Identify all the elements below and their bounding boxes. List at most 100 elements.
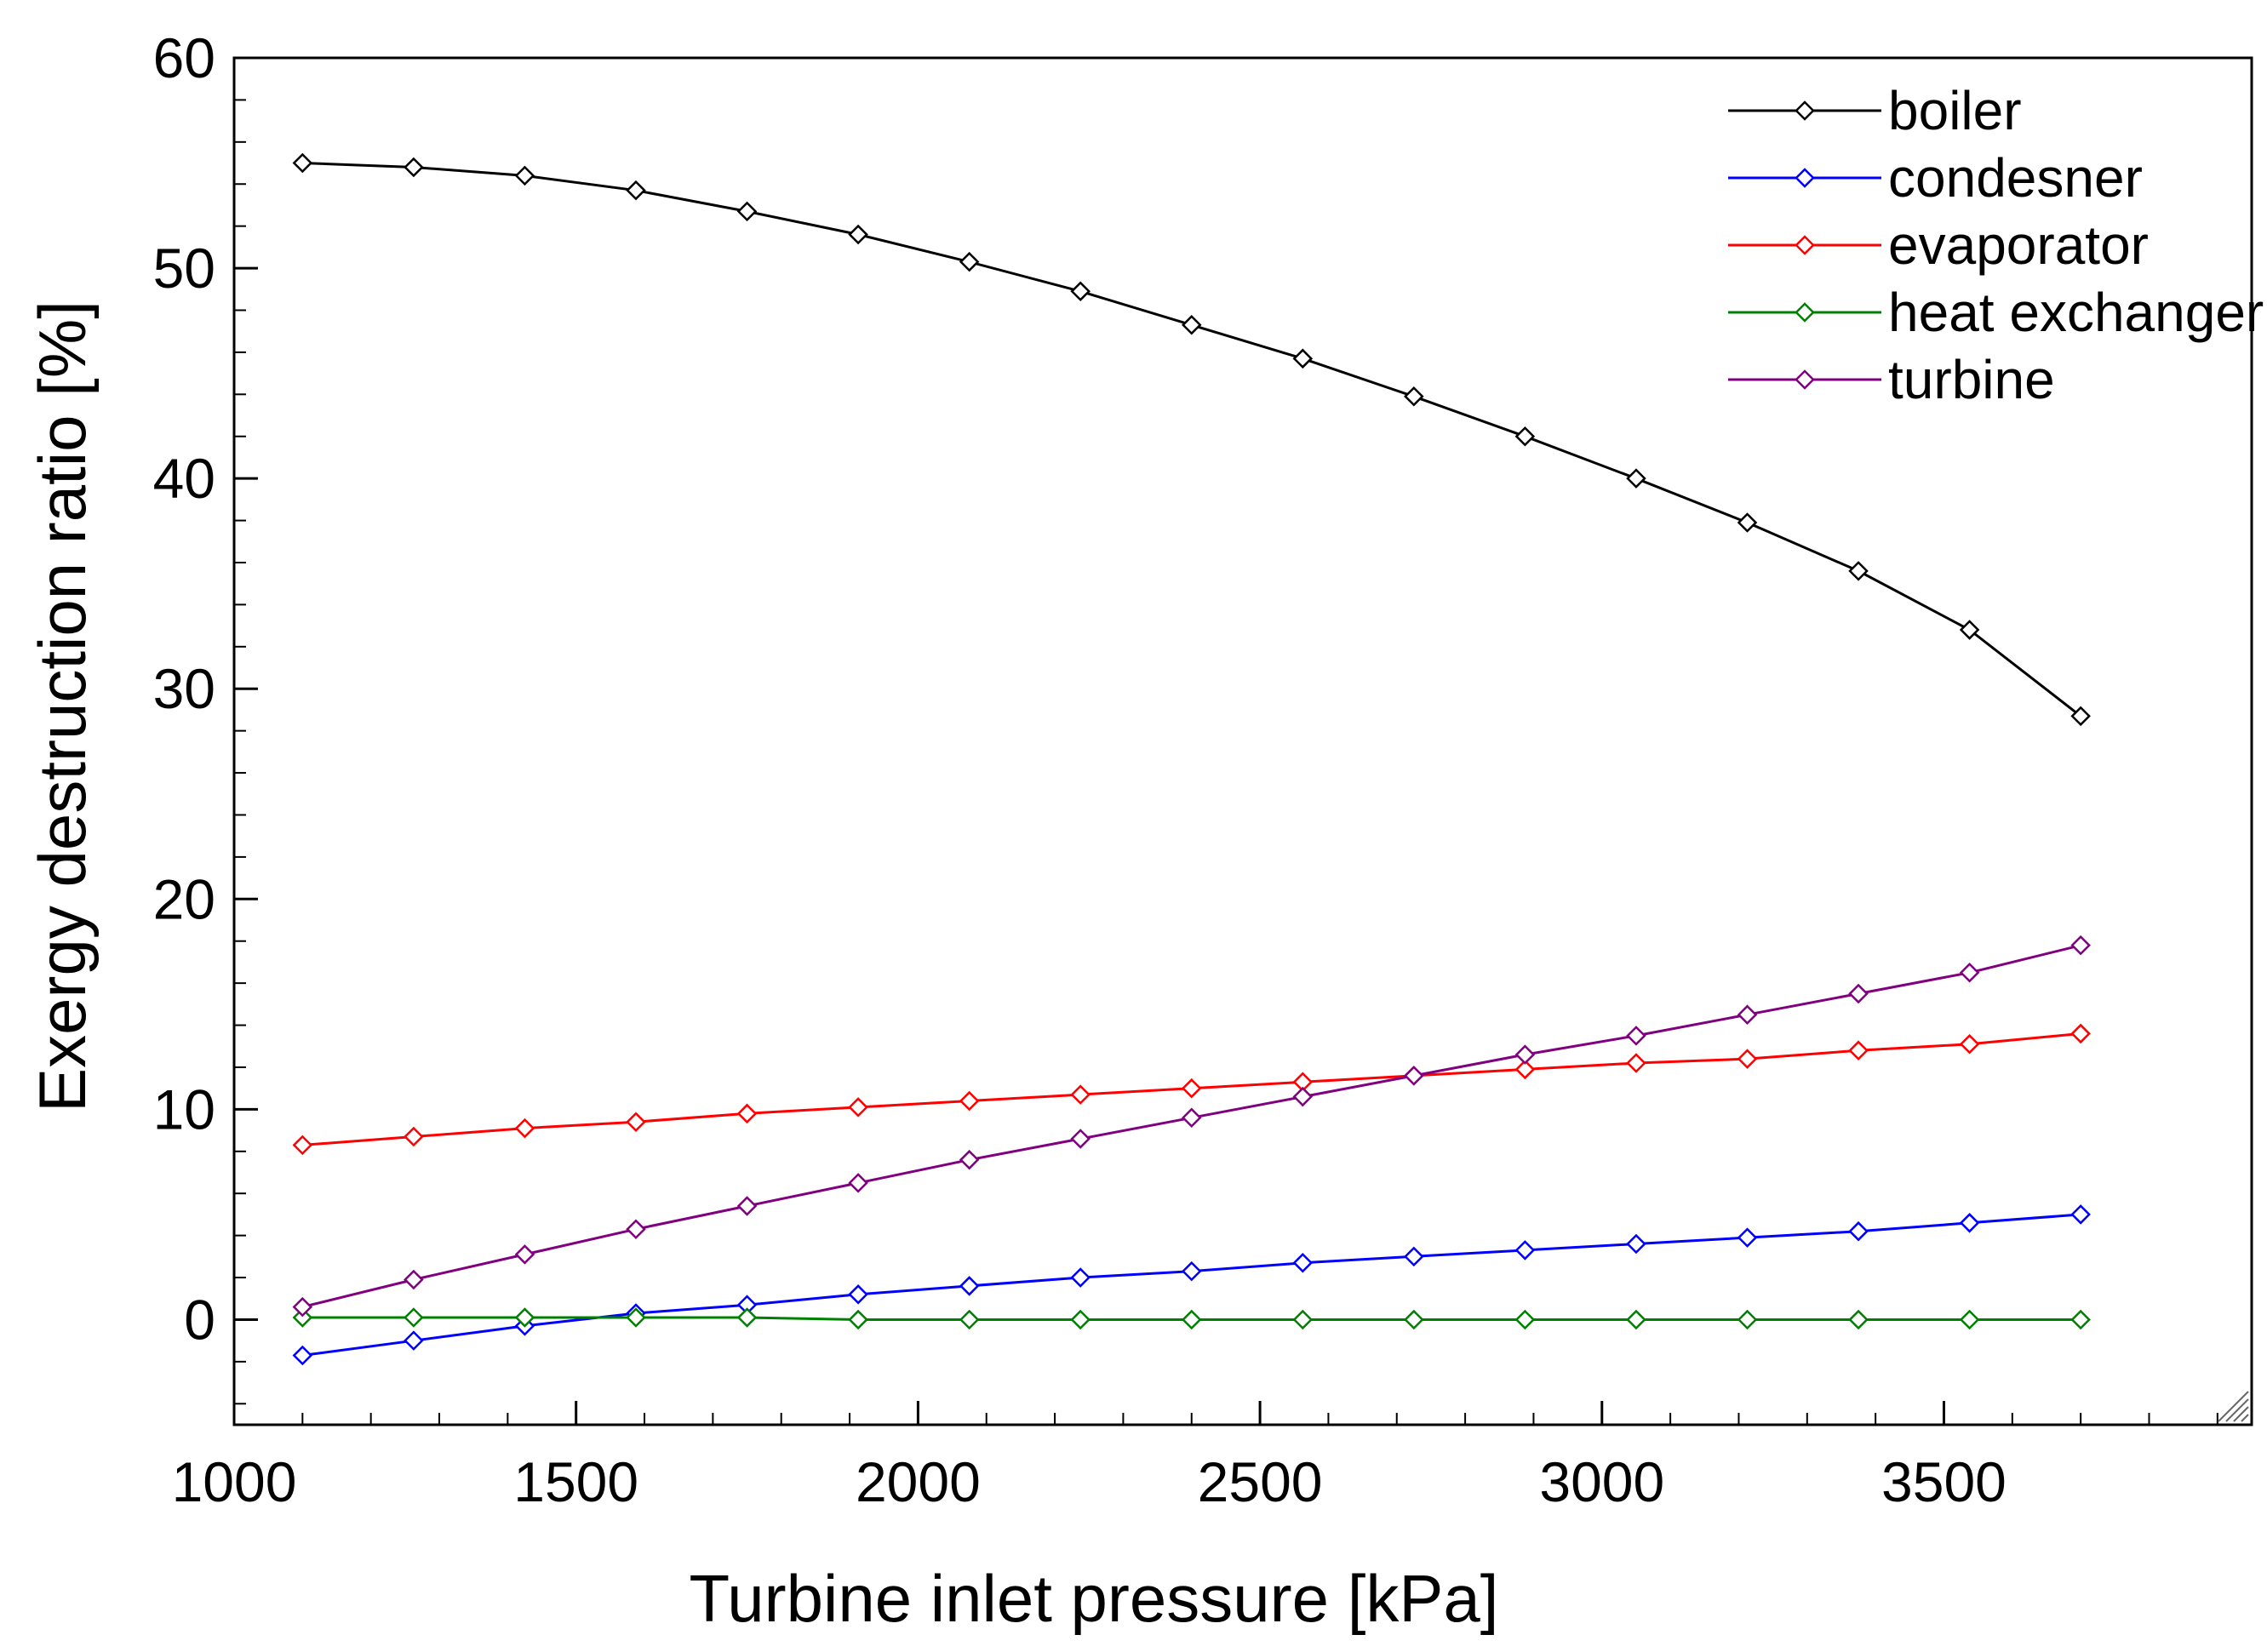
series-line-condesner (302, 1213, 2081, 1357)
data-point-heat-exchanger (1181, 1309, 1202, 1330)
y-tick-label: 40 (153, 447, 215, 510)
legend-entry-heat-exchanger: heat exchanger (1728, 282, 2264, 343)
data-point-heat-exchanger (1737, 1309, 1758, 1330)
data-point-evaporator (514, 1118, 535, 1139)
data-point-boiler (1181, 315, 1202, 335)
data-point-heat-exchanger (2070, 1309, 2091, 1330)
data-point-heat-exchanger (1848, 1309, 1869, 1330)
data-point-heat-exchanger (1070, 1309, 1091, 1330)
legend-entry-turbine: turbine (1728, 349, 2055, 410)
x-tick-label: 2500 (1198, 1450, 1323, 1513)
y-tick-label: 60 (153, 26, 215, 89)
data-point-heat-exchanger (404, 1307, 424, 1328)
legend-marker-heat-exchanger (1795, 302, 1815, 323)
plot-frame (232, 56, 2253, 1426)
y-tick-label: 0 (184, 1288, 215, 1351)
resize-grip-line (2233, 1406, 2249, 1422)
data-point-turbine (292, 1296, 313, 1318)
x-axis-title: Turbine inlet pressure [kPa] (690, 1561, 1499, 1636)
legend-marker-boiler (1795, 100, 1815, 121)
data-point-boiler (1404, 386, 1424, 407)
series-evaporator (292, 1023, 2091, 1156)
data-point-boiler (1848, 561, 1869, 581)
data-point-turbine (1514, 1044, 1536, 1065)
data-point-heat-exchanger (514, 1307, 535, 1328)
series-turbine (292, 935, 2091, 1318)
data-point-boiler (848, 224, 868, 245)
data-point-condesner (1626, 1233, 1646, 1255)
data-point-boiler (404, 157, 424, 178)
series-condesner (292, 1204, 2091, 1366)
data-point-turbine (1737, 1004, 1758, 1025)
data-point-evaporator (404, 1126, 424, 1147)
data-point-evaporator (1626, 1053, 1646, 1073)
data-point-heat-exchanger (848, 1309, 868, 1330)
data-point-boiler (626, 180, 646, 201)
y-tick-label: 50 (153, 237, 215, 300)
data-point-heat-exchanger (1404, 1309, 1424, 1330)
data-point-condesner (404, 1330, 424, 1351)
x-tick-label: 3500 (1881, 1450, 2007, 1513)
data-point-turbine (736, 1196, 758, 1216)
data-point-heat-exchanger (1626, 1309, 1646, 1330)
x-tick-label: 2000 (856, 1450, 981, 1513)
data-point-condesner (1737, 1227, 1758, 1248)
x-tick-label: 1500 (513, 1450, 638, 1513)
legend-entry-boiler: boiler (1728, 80, 2022, 141)
data-point-evaporator (848, 1097, 868, 1118)
data-point-condesner (1959, 1213, 1980, 1233)
data-point-condesner (2070, 1204, 2091, 1225)
legend-entry-condesner: condesner (1728, 147, 2143, 209)
data-point-turbine (2070, 935, 2091, 956)
data-point-evaporator (959, 1090, 980, 1112)
data-point-boiler (1626, 468, 1646, 489)
data-point-heat-exchanger (292, 1307, 313, 1328)
data-point-evaporator (1737, 1049, 1758, 1069)
data-point-turbine (1848, 983, 1869, 1004)
legend-label: boiler (1888, 80, 2022, 141)
data-point-heat-exchanger (626, 1307, 646, 1328)
data-point-condesner (1404, 1246, 1424, 1267)
data-point-boiler (2070, 706, 2091, 727)
data-point-turbine (514, 1244, 535, 1265)
y-axis-title: Exergy destruction ratio [%] (25, 300, 100, 1112)
data-point-boiler (1292, 348, 1314, 369)
series-boiler (292, 152, 2091, 727)
data-point-turbine (404, 1269, 424, 1290)
data-point-turbine (626, 1219, 646, 1239)
data-point-boiler (1959, 620, 1980, 640)
data-point-evaporator (2070, 1023, 2091, 1044)
legend-label: heat exchanger (1888, 282, 2264, 343)
data-point-evaporator (626, 1112, 646, 1132)
y-tick-label: 30 (153, 657, 215, 720)
legend-label: evaporator (1888, 214, 2149, 276)
x-tick-label: 3000 (1539, 1450, 1664, 1513)
data-point-evaporator (1959, 1034, 1980, 1055)
data-point-heat-exchanger (1514, 1309, 1536, 1330)
data-point-turbine (959, 1149, 980, 1170)
resize-grip-line (2241, 1414, 2249, 1422)
y-tick-label: 10 (153, 1078, 215, 1140)
legend-marker-condesner (1795, 168, 1815, 188)
data-point-heat-exchanger (736, 1307, 758, 1328)
data-point-turbine (1404, 1066, 1424, 1086)
axes: 0 10 20 30 40 50 60 1000 1500 2000 2500 3000 3500 (153, 26, 2253, 1513)
data-point-condesner (1070, 1267, 1091, 1288)
data-point-evaporator (1514, 1059, 1536, 1080)
series-heat-exchanger (292, 1307, 2091, 1330)
data-point-condesner (1181, 1260, 1202, 1282)
data-point-boiler (1070, 281, 1091, 302)
data-point-heat-exchanger (1292, 1309, 1314, 1330)
data-point-evaporator (292, 1135, 313, 1156)
data-point-heat-exchanger (1959, 1309, 1980, 1330)
data-point-condesner (1848, 1220, 1869, 1242)
data-point-boiler (514, 165, 535, 186)
data-point-condesner (848, 1284, 868, 1305)
data-point-condesner (292, 1345, 313, 1366)
data-point-turbine (1292, 1086, 1314, 1107)
data-point-turbine (1626, 1026, 1646, 1046)
data-point-turbine (848, 1173, 868, 1193)
